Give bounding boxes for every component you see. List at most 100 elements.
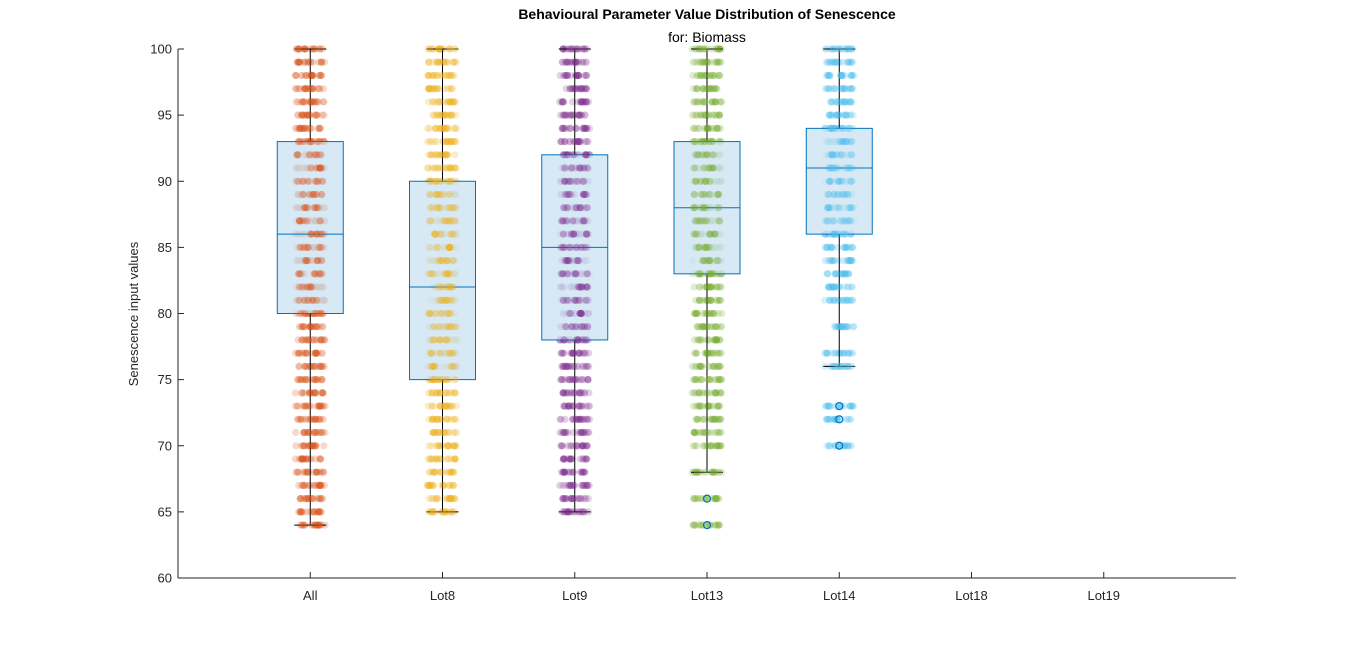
data-point bbox=[706, 415, 714, 423]
data-point bbox=[567, 71, 575, 80]
data-point bbox=[296, 415, 304, 423]
data-point bbox=[294, 349, 302, 357]
data-point bbox=[441, 428, 449, 437]
data-point bbox=[585, 481, 593, 489]
data-point bbox=[711, 98, 720, 106]
data-point bbox=[704, 442, 712, 450]
data-point bbox=[427, 481, 435, 489]
data-point bbox=[302, 71, 310, 80]
data-point bbox=[690, 495, 698, 503]
data-point bbox=[838, 71, 846, 80]
data-point bbox=[442, 124, 450, 132]
outlier-marker bbox=[702, 520, 712, 530]
data-point bbox=[691, 495, 699, 503]
data-point bbox=[836, 442, 844, 450]
data-point bbox=[705, 138, 713, 146]
data-point bbox=[451, 389, 459, 397]
data-point bbox=[320, 481, 328, 489]
data-point bbox=[711, 336, 720, 344]
data-point bbox=[840, 349, 848, 357]
data-point bbox=[560, 495, 568, 503]
data-point bbox=[448, 111, 456, 119]
data-point bbox=[560, 468, 568, 476]
data-point bbox=[571, 376, 579, 384]
data-point bbox=[690, 309, 698, 318]
data-point bbox=[717, 415, 725, 423]
data-point bbox=[445, 495, 453, 503]
data-point bbox=[832, 323, 840, 331]
data-point bbox=[706, 521, 714, 529]
data-point bbox=[713, 257, 721, 265]
data-point bbox=[570, 481, 578, 489]
data-point bbox=[433, 415, 441, 423]
data-point bbox=[299, 124, 308, 132]
data-point bbox=[303, 495, 311, 503]
data-point bbox=[828, 283, 836, 291]
data-point bbox=[444, 455, 452, 463]
data-point bbox=[565, 257, 573, 265]
data-point bbox=[448, 296, 456, 304]
data-point bbox=[835, 45, 843, 53]
data-point bbox=[699, 85, 707, 93]
data-point bbox=[314, 402, 323, 410]
data-point bbox=[578, 98, 587, 106]
data-point bbox=[443, 296, 451, 304]
data-point bbox=[574, 45, 582, 53]
data-point bbox=[825, 190, 833, 199]
data-point bbox=[701, 428, 710, 437]
x-tick-label: Lot13 bbox=[691, 588, 724, 603]
data-point bbox=[435, 98, 443, 106]
data-point bbox=[294, 85, 303, 93]
data-point bbox=[313, 323, 321, 331]
data-point bbox=[830, 283, 839, 291]
data-point bbox=[840, 323, 848, 331]
data-point bbox=[847, 257, 855, 265]
data-point bbox=[315, 415, 323, 423]
data-point bbox=[298, 455, 306, 463]
data-point bbox=[437, 336, 445, 344]
data-point bbox=[298, 455, 306, 463]
data-point bbox=[301, 71, 309, 80]
data-point bbox=[579, 415, 587, 423]
data-point bbox=[837, 323, 845, 331]
data-point bbox=[582, 428, 590, 437]
data-point bbox=[438, 71, 446, 80]
data-point bbox=[319, 402, 327, 410]
data-point bbox=[562, 362, 571, 370]
data-point bbox=[845, 98, 854, 106]
data-point bbox=[424, 164, 432, 172]
data-point bbox=[843, 323, 851, 331]
data-point bbox=[827, 402, 835, 410]
data-point bbox=[711, 376, 719, 384]
data-point bbox=[579, 190, 587, 199]
data-point bbox=[433, 138, 441, 146]
data-point bbox=[711, 415, 719, 423]
data-point bbox=[432, 389, 440, 397]
data-point bbox=[444, 336, 452, 344]
data-point bbox=[702, 71, 710, 80]
data-point bbox=[840, 243, 848, 251]
data-point bbox=[581, 243, 590, 251]
data-point bbox=[299, 243, 307, 251]
data-point bbox=[578, 336, 587, 344]
data-point bbox=[312, 376, 320, 384]
data-point bbox=[696, 71, 704, 80]
data-point bbox=[702, 349, 710, 357]
data-point bbox=[432, 442, 440, 450]
data-point bbox=[444, 151, 452, 159]
data-point bbox=[570, 508, 578, 516]
data-point bbox=[451, 124, 459, 132]
data-point bbox=[308, 296, 316, 304]
data-point bbox=[314, 98, 322, 106]
data-point bbox=[437, 151, 446, 159]
data-point bbox=[567, 442, 576, 450]
data-point bbox=[310, 428, 318, 437]
data-point bbox=[836, 138, 844, 146]
data-point bbox=[579, 217, 587, 225]
data-point bbox=[704, 257, 712, 265]
data-point bbox=[430, 71, 438, 80]
data-point bbox=[843, 111, 851, 119]
data-point bbox=[300, 402, 309, 410]
data-point bbox=[843, 138, 851, 146]
data-point bbox=[563, 362, 571, 370]
